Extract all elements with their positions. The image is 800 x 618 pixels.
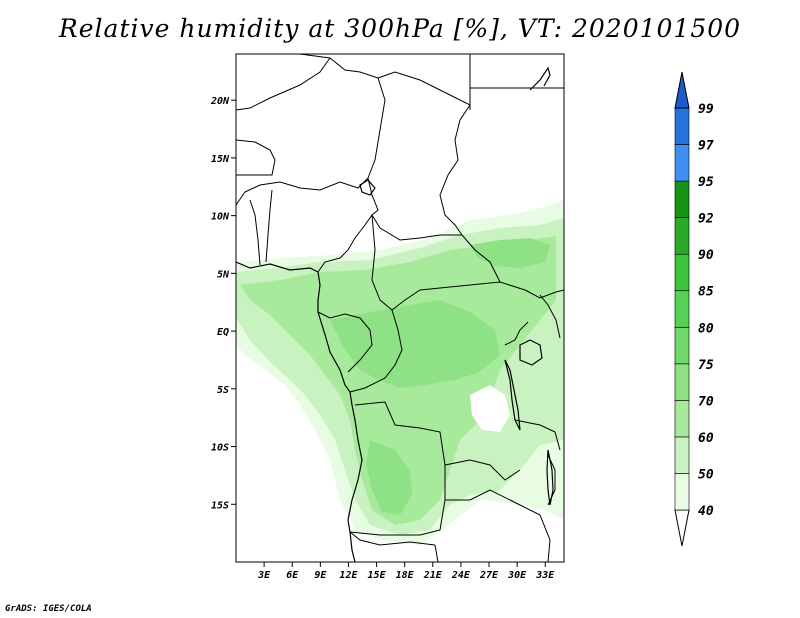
colorbar-high-triangle [674,71,690,109]
west-africa-coastline [236,261,363,562]
lon-tick-label: 9E [314,570,327,581]
lon-tick-label: 30E [507,570,527,581]
lon-tick-label: 27E [479,570,499,581]
humidity-patch-70-75-south [366,440,412,515]
lake-chad [359,179,376,196]
colorbar-low-triangle [674,509,690,547]
colorbar-label: 95 [698,175,714,190]
colorbar-segment [674,363,690,401]
border-uganda-kenya [539,294,561,339]
border-niger-nigeria [236,177,369,206]
lon-tick-label: 6E [286,570,299,581]
colorbar-segment [674,400,690,438]
colorbar-segment [674,326,690,365]
dry-patch-south [236,380,350,562]
map-frame [235,53,565,563]
lat-tick-label: 10N [211,212,230,223]
border-cameroon-car [371,214,393,311]
border-ghana-togo [249,199,261,266]
colorbar-label: 80 [698,321,714,336]
lat-tick-label: 10S [211,443,229,454]
lon-tick-label: 15E [368,570,387,581]
humidity-field [236,54,564,562]
latitude-axis: 20N 15N 10N 5N EQ 5S 10S 15S [210,96,236,511]
chart-title: Relative humidity at 300hPa [%], VT: 202… [58,14,742,43]
lon-tick-label: 24E [451,570,471,581]
border-benin-nigeria [265,189,273,263]
colorbar-label: 60 [698,431,714,446]
colorbar-label: 92 [698,212,714,227]
border-algeria-niger [236,57,331,111]
border-chad-sudan [439,104,471,236]
colorbar-segment [674,253,690,292]
colorbar-segment [674,436,690,474]
border-nigeria-cameroon [317,177,379,273]
border-egypt-sudan [469,87,564,110]
border-libya-chad [299,54,471,106]
lon-tick-label: 33E [535,570,555,581]
border-mozambique [519,504,551,562]
colorbar-label: 75 [698,358,714,373]
border-angola-zambia [349,465,446,536]
humidity-patch-70-75 [330,300,500,388]
colorbar-label: 85 [698,285,714,300]
colorbar-segment [674,180,690,218]
lon-tick-label: 21E [423,570,443,581]
lat-tick-label: 15N [211,154,230,165]
lake-victoria [519,339,543,366]
border-south-sudan-drc [524,289,564,299]
colorbar-segment [674,473,690,511]
colorbar-label: 40 [698,504,714,519]
border-niger-chad [367,77,386,179]
border-drc-east [504,321,529,346]
lat-tick-label: 15S [211,500,229,511]
border-mali-niger [236,139,276,176]
border-gabon-congo [317,311,373,373]
border-chad-car [371,214,462,241]
lon-tick-label: 12E [339,570,358,581]
colorbar-label: 70 [698,394,714,409]
lon-tick-label: 18E [396,570,415,581]
lon-tick-label: 3E [257,570,271,581]
lat-tick-label: 5S [217,385,229,396]
colorbar-segment [674,217,690,255]
lat-tick-label: EQ [217,327,229,338]
country-borders [236,54,564,562]
colorbar-label: 99 [698,102,714,117]
border-zambia-zimbabwe [445,489,521,506]
longitude-axis: 3E 6E 9E 12E 15E 18E 21E 24E 27E 30E 33E [257,562,555,581]
coastline [236,66,554,562]
border-drc-angola [354,401,521,481]
lake-tanganyika [504,359,521,431]
colorbar-label: 97 [698,139,714,154]
border-angola-namibia [349,531,436,546]
border-namibia-botswana [434,544,439,562]
border-congo-drc [349,309,403,393]
border-tanzania [514,419,561,451]
colorbar-label: 90 [698,248,714,263]
credit-label: GrADS: IGES/COLA [5,604,92,614]
colorbar-segment [674,144,690,182]
lat-tick-label: 5N [217,269,230,280]
colorbar-segment [674,290,690,328]
colorbar-label: 50 [698,467,714,482]
colorbar-segment [674,107,690,145]
humidity-patch-70-75-east [470,238,550,268]
dry-patch-north [236,54,564,262]
dry-patch [470,385,510,432]
colorbar: 40 50 60 70 75 80 85 90 92 95 97 99 [674,71,714,547]
lat-tick-label: 20N [210,96,230,107]
red-sea-coast [529,66,551,91]
lake-malawi [546,449,554,506]
border-car-sudan [461,234,501,283]
